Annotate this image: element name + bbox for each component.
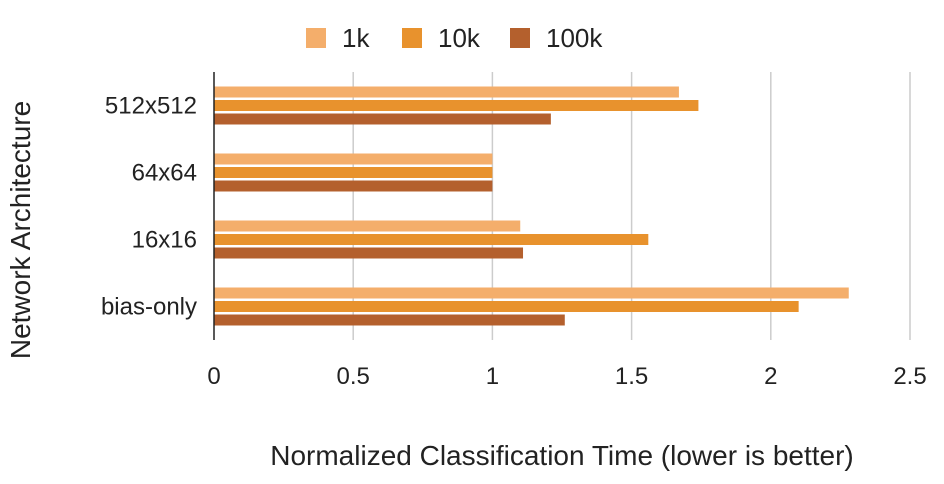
x-tick-label: 1.5 <box>615 363 648 390</box>
y-tick-label: bias-only <box>101 294 197 321</box>
y-tick-label: 64x64 <box>132 160 197 187</box>
bar-10k-16x16 <box>214 234 649 245</box>
y-tick-labels: 512x512 64x64 16x16 bias-only <box>101 93 197 321</box>
grid-lines <box>352 72 911 340</box>
x-tick-label: 0 <box>207 363 220 390</box>
x-tick-label: 1 <box>486 363 499 390</box>
legend-swatch-1k <box>306 28 326 48</box>
bar-100k-64x64 <box>214 180 493 192</box>
legend: 1k 10k 100k <box>306 23 603 53</box>
bar-100k-bias-only <box>214 314 565 326</box>
bars <box>214 86 849 326</box>
bar-10k-bias-only <box>214 301 799 312</box>
bar-10k-512x512 <box>214 100 699 111</box>
bar-1k-bias-only <box>214 287 849 299</box>
x-tick-label: 2 <box>764 363 777 390</box>
bar-1k-16x16 <box>214 220 521 232</box>
legend-label-100k: 100k <box>546 23 603 53</box>
legend-label-10k: 10k <box>438 23 481 53</box>
y-axis-title: Network Architecture <box>5 101 36 359</box>
legend-swatch-100k <box>510 28 530 48</box>
legend-label-1k: 1k <box>342 23 370 53</box>
y-tick-label: 16x16 <box>132 227 197 254</box>
x-tick-label: 0.5 <box>337 363 370 390</box>
legend-swatch-10k <box>402 28 422 48</box>
bar-100k-16x16 <box>214 247 524 259</box>
bar-10k-64x64 <box>214 167 493 178</box>
y-tick-label: 512x512 <box>105 93 197 120</box>
x-tick-labels: 0 0.5 1 1.5 2 2.5 <box>207 363 926 390</box>
bar-1k-64x64 <box>214 153 493 165</box>
x-tick-label: 2.5 <box>893 363 926 390</box>
bar-100k-512x512 <box>214 113 551 125</box>
bar-1k-512x512 <box>214 86 679 98</box>
x-axis-title: Normalized Classification Time (lower is… <box>270 440 854 471</box>
